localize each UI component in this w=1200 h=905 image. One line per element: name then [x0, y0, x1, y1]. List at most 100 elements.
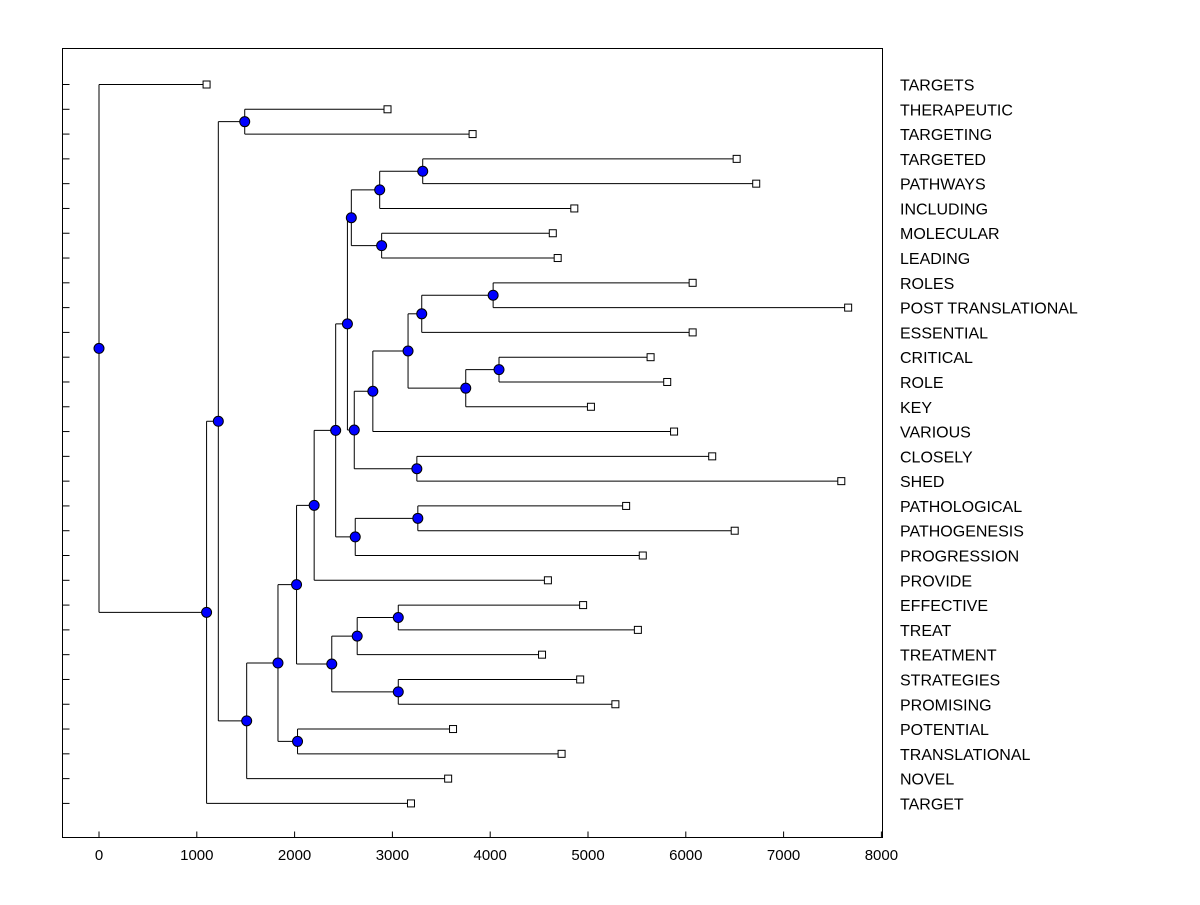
leaf-marker	[646, 353, 655, 362]
leaf-marker	[557, 749, 566, 758]
leaf-marker	[553, 254, 562, 263]
merge-node	[392, 686, 404, 698]
leaf-marker	[548, 229, 557, 238]
leaf-label: PROVIDE	[900, 573, 972, 590]
merge-node	[201, 606, 213, 618]
leaf-marker	[663, 377, 672, 386]
leaf-label: ROLES	[900, 276, 954, 293]
merge-node	[402, 345, 414, 357]
leaf-marker	[576, 675, 585, 684]
x-tick-label: 0	[95, 847, 103, 864]
x-tick-label: 6000	[669, 847, 702, 864]
leaf-label: TARGETED	[900, 152, 986, 169]
merge-node	[493, 364, 505, 376]
leaf-marker	[579, 601, 588, 610]
merge-node	[417, 165, 429, 177]
leaf-marker	[383, 105, 392, 114]
leaf-label: NOVEL	[900, 772, 954, 789]
x-tick-label: 1000	[180, 847, 213, 864]
leaf-label: LEADING	[900, 251, 970, 268]
leaf-labels: TARGETS THERAPEUTIC TARGETING TARGETED PATHW…	[900, 78, 1078, 814]
leaf-marker	[543, 576, 552, 585]
leaf-marker	[730, 526, 739, 535]
x-tick-label: 8000	[865, 847, 898, 864]
leaf-label: PROGRESSION	[900, 549, 1019, 566]
plot-frame	[62, 48, 883, 838]
merge-node	[349, 531, 361, 543]
merge-node	[376, 240, 388, 252]
merge-node	[308, 499, 320, 511]
x-tick-label: 4000	[474, 847, 507, 864]
merge-node	[411, 463, 423, 475]
leaf-marker	[449, 725, 458, 734]
leaf-marker	[708, 452, 717, 461]
x-tick-label: 5000	[571, 847, 604, 864]
x-tick-label: 7000	[767, 847, 800, 864]
leaf-label: POTENTIAL	[900, 722, 989, 739]
merge-node	[330, 424, 342, 436]
leaf-label: VARIOUS	[900, 425, 971, 442]
y-tick-marks	[62, 84, 70, 804]
leaf-marker	[611, 700, 620, 709]
leaf-label: TARGET	[900, 796, 964, 813]
leaf-label: ROLE	[900, 375, 944, 392]
leaf-label: INCLUDING	[900, 201, 988, 218]
leaf-label: THERAPEUTIC	[900, 102, 1013, 119]
merge-node	[416, 308, 428, 320]
merge-nodes	[93, 116, 505, 747]
merge-node	[374, 184, 386, 196]
leaf-label: TREATMENT	[900, 648, 997, 665]
merge-node	[367, 385, 379, 397]
merge-node	[348, 424, 360, 436]
leaf-label: CLOSELY	[900, 449, 973, 466]
leaf-label: PATHWAYS	[900, 177, 986, 194]
merge-node	[487, 289, 499, 301]
leaf-label: PATHOGENESIS	[900, 524, 1024, 541]
leaf-label: PATHOLOGICAL	[900, 499, 1022, 516]
leaf-marker	[837, 477, 846, 486]
leaf-label: SHED	[900, 474, 944, 491]
leaf-label: TARGETS	[900, 78, 974, 95]
leaf-label: TREAT	[900, 623, 951, 640]
merge-node	[93, 342, 105, 354]
leaf-marker	[202, 80, 211, 89]
leaf-marker	[732, 154, 741, 163]
leaf-marker	[752, 179, 761, 188]
leaf-label: EFFECTIVE	[900, 598, 988, 615]
leaf-marker	[688, 328, 697, 337]
x-tick-label: 3000	[376, 847, 409, 864]
leaf-label: POST TRANSLATIONAL	[900, 301, 1078, 318]
leaf-marker	[444, 774, 453, 783]
leaf-label: CRITICAL	[900, 350, 973, 367]
leaf-markers	[202, 80, 853, 808]
merge-node	[272, 657, 284, 669]
leaf-marker	[844, 303, 853, 312]
merge-node	[291, 579, 303, 591]
merge-node	[212, 415, 224, 427]
leaf-label: STRATEGIES	[900, 672, 1000, 689]
merge-node	[351, 630, 363, 642]
x-axis: 0 1000 2000 3000 4000 5000 6000 7000 8000	[95, 831, 898, 864]
leaf-marker	[638, 551, 647, 560]
leaf-label: MOLECULAR	[900, 226, 1000, 243]
merge-node	[392, 611, 404, 623]
x-tick-label: 2000	[278, 847, 311, 864]
leaf-marker	[468, 130, 477, 139]
leaf-marker	[622, 501, 631, 510]
merge-node	[241, 715, 253, 727]
leaf-label: PROMISING	[900, 697, 992, 714]
merge-node	[326, 658, 338, 670]
leaf-label: KEY	[900, 400, 932, 417]
leaf-marker	[670, 427, 679, 436]
leaf-label: TRANSLATIONAL	[900, 747, 1031, 764]
merge-node	[460, 382, 472, 394]
leaf-label: TARGETING	[900, 127, 992, 144]
leaf-marker	[538, 650, 547, 659]
merge-node	[341, 318, 353, 330]
leaf-marker	[586, 402, 595, 411]
merge-node	[292, 735, 304, 747]
leaf-marker	[688, 278, 697, 287]
merge-node	[239, 116, 251, 128]
